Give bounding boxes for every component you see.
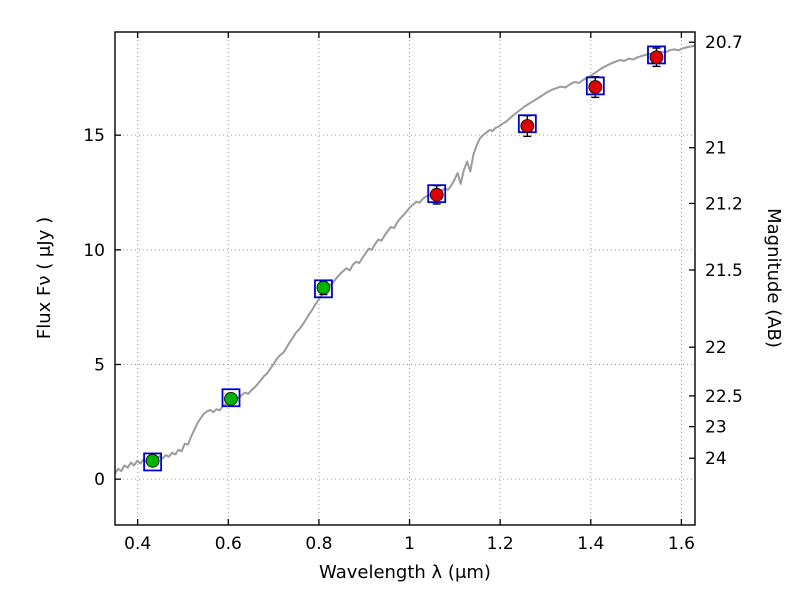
y2-axis-label: Magnitude (AB) (763, 208, 784, 348)
x-tick-label: 1.6 (668, 534, 695, 554)
x-tick-label: 1 (404, 534, 415, 554)
y-tick-label: 5 (94, 355, 105, 375)
y2-tick-label: 22.5 (705, 387, 743, 407)
observed-photometry-marker (588, 80, 603, 94)
chart-plot-area: 0.4 0.6 0.8 1 1.2 1.4 1.6 0 5 10 15 20.7 21 21.2 21.5 2… (83, 31, 743, 554)
y2-tick-label: 22 (705, 338, 727, 358)
y2-tick-label: 21.5 (705, 261, 743, 281)
y2-tick-label: 21 (705, 139, 727, 159)
model-photometry-marker (143, 452, 163, 472)
observed-photometry-marker (145, 453, 160, 468)
x-tick-label: 1.2 (487, 534, 514, 554)
observed-photometry-marker (224, 391, 238, 406)
model-photometry-marker (314, 279, 333, 299)
y-axis-label: Flux Fν ( μJy ) (34, 217, 55, 339)
y2-tick-label: 24 (705, 449, 727, 469)
observed-photometry-marker (316, 280, 331, 295)
y-tick-label: 10 (83, 241, 105, 261)
model-spectrum-line (114, 44, 696, 474)
model-photometry-marker (221, 388, 241, 408)
x-axis-label: Wavelength λ (μm) (319, 562, 491, 583)
y-tick-label: 15 (83, 126, 105, 146)
model-photometry-marker (427, 184, 447, 204)
y2-tick-label: 20.7 (705, 33, 743, 53)
x-tick-label: 0.6 (215, 534, 242, 554)
observed-photometry-marker (520, 119, 535, 133)
x-tick-label: 1.4 (577, 534, 604, 554)
model-photometry-marker (585, 76, 605, 96)
y2-tick-label: 23 (705, 418, 727, 438)
observed-photometry-marker (649, 50, 664, 65)
axes-frame (114, 31, 696, 526)
x-tick-label: 0.4 (124, 534, 151, 554)
y-tick-label: 0 (94, 470, 105, 490)
y2-tick-label: 21.2 (705, 194, 743, 214)
x-tick-label: 0.8 (305, 534, 332, 554)
observed-photometry-marker (429, 187, 444, 202)
